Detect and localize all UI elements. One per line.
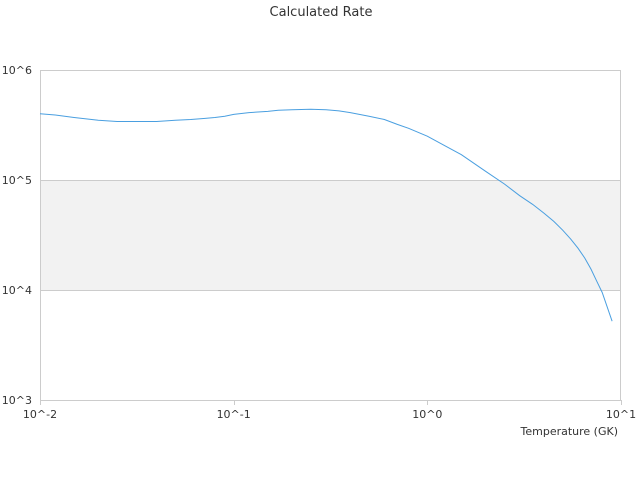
x-tick-labels: 10^-2 10^-1 10^0 10^1 <box>23 408 636 421</box>
y-tick-labels: 10^3 10^4 10^5 10^6 <box>2 64 32 407</box>
x-tick-label: 10^-1 <box>217 408 251 421</box>
gridlines <box>40 70 621 401</box>
plot-band <box>40 180 621 290</box>
y-tick-label: 10^5 <box>2 174 32 187</box>
axes <box>40 70 622 405</box>
chart-title: Calculated Rate <box>270 5 373 20</box>
y-tick-label: 10^6 <box>2 64 32 77</box>
x-tick-label: 10^1 <box>606 408 636 421</box>
x-tick-label: 10^-2 <box>23 408 57 421</box>
x-tick-label: 10^0 <box>412 408 442 421</box>
y-tick-label: 10^3 <box>2 394 32 407</box>
x-axis-label: Temperature (GK) <box>520 425 619 438</box>
series-layer <box>39 108 613 322</box>
series-line <box>39 108 613 322</box>
y-tick-label: 10^4 <box>2 284 32 297</box>
plot-bands <box>40 180 621 290</box>
